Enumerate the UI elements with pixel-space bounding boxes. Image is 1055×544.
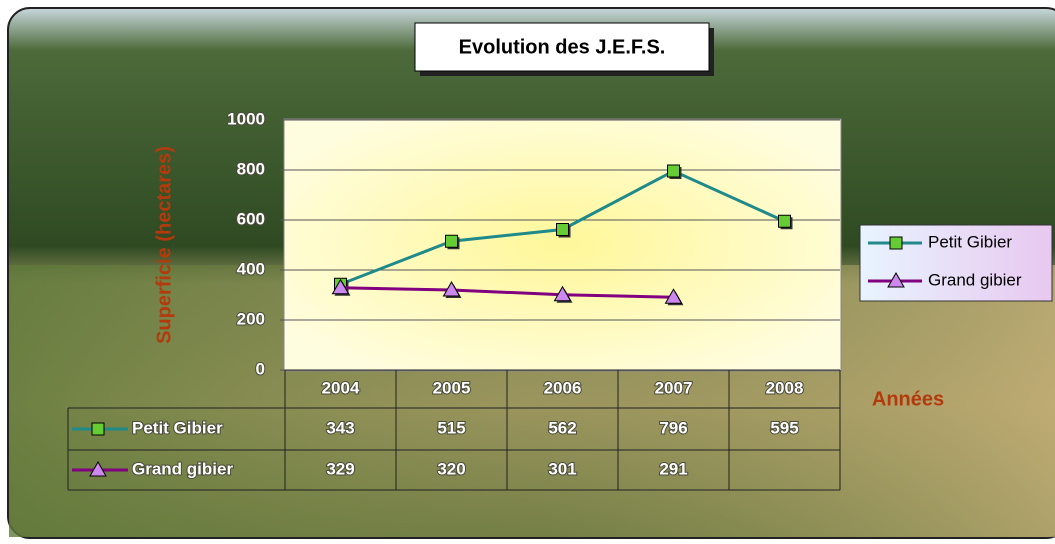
x-tick-label: 2004 — [322, 378, 360, 397]
marker — [890, 237, 902, 249]
chart: Evolution des J.E.F.S. Superficie (hecta… — [0, 0, 1055, 544]
legend-label: Grand gibier — [928, 270, 1022, 289]
table-value: 515 — [437, 418, 465, 437]
y-tick-label: 800 — [237, 159, 265, 178]
y-axis-title: Superficie (hectares) — [153, 146, 175, 344]
table-series-name: Petit Gibier — [132, 418, 223, 437]
y-tick-label: 1000 — [227, 109, 265, 128]
marker — [557, 224, 569, 236]
marker — [446, 235, 458, 247]
table-value: 291 — [659, 459, 687, 478]
marker — [779, 215, 791, 227]
y-tick-label: 200 — [237, 309, 265, 328]
x-tick-label: 2005 — [433, 378, 471, 397]
table-value: 562 — [548, 418, 576, 437]
table-value: 343 — [326, 418, 354, 437]
y-tick-label: 400 — [237, 259, 265, 278]
chart-title: Evolution des J.E.F.S. — [459, 36, 666, 58]
table-value: 320 — [437, 459, 465, 478]
table-value: 301 — [548, 459, 576, 478]
legend-label: Petit Gibier — [928, 232, 1012, 251]
x-tick-label: 2007 — [655, 378, 693, 397]
table-value: 595 — [770, 418, 798, 437]
marker — [92, 423, 104, 435]
x-tick-label: 2006 — [544, 378, 582, 397]
plot-area — [284, 119, 841, 371]
x-axis-title: Années — [872, 388, 944, 410]
y-tick-label: 0 — [256, 359, 265, 378]
x-tick-label: 2008 — [766, 378, 804, 397]
table-series-name: Grand gibier — [132, 459, 233, 478]
marker — [668, 165, 680, 177]
table-value: 329 — [326, 459, 354, 478]
y-tick-label: 600 — [237, 209, 265, 228]
table-value: 796 — [659, 418, 687, 437]
